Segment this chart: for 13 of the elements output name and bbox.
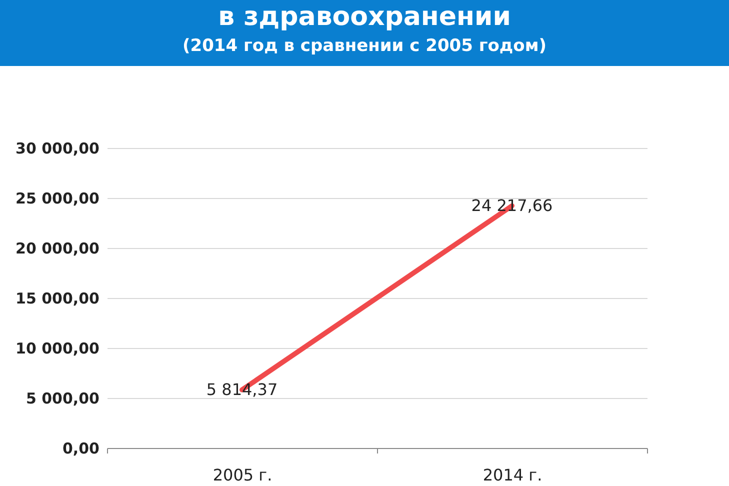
y-tick-label: 0,00 (62, 440, 100, 458)
x-tick-label: 2014 г. (482, 466, 542, 484)
y-tick-label: 15 000,00 (16, 290, 100, 308)
x-tick-label: 2005 г. (212, 466, 272, 484)
y-tick-label: 20 000,00 (16, 240, 100, 258)
chart-subtitle: (2014 год в сравнении с 2005 годом) (182, 35, 548, 58)
y-tick-label: 25 000,00 (16, 190, 100, 208)
data-label: 5 814,37 (206, 380, 278, 399)
y-tick-label: 30 000,00 (16, 140, 100, 158)
y-tick-label: 5 000,00 (26, 390, 100, 408)
chart-title: в здравоохранении (217, 1, 512, 34)
data-label: 24 217,66 (471, 196, 553, 215)
y-tick-label: 10 000,00 (16, 340, 100, 358)
